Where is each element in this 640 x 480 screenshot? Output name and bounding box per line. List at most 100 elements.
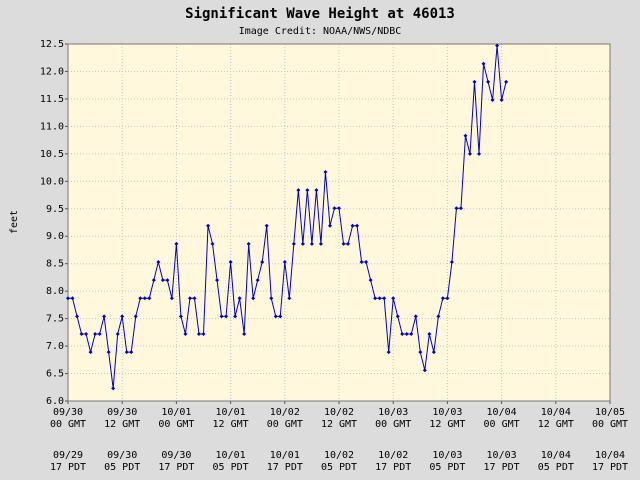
- x-tick-label: 12 GMT: [538, 419, 574, 430]
- data-point: [318, 241, 323, 246]
- x-tick-label: 05 PDT: [321, 462, 357, 473]
- x-tick-label: 05 PDT: [429, 462, 465, 473]
- data-point: [463, 133, 468, 138]
- data-point: [169, 296, 174, 301]
- x-tick-label: 10/01: [216, 450, 246, 461]
- data-point: [314, 188, 319, 193]
- data-point: [477, 151, 482, 156]
- x-tick-label: 10/04: [541, 450, 571, 461]
- data-point: [102, 314, 107, 319]
- x-tick-label: 05 PDT: [104, 462, 140, 473]
- x-tick-label: 17 PDT: [50, 462, 86, 473]
- x-tick-label: 00 GMT: [158, 419, 194, 430]
- y-tick-label: 12.5: [40, 39, 64, 50]
- x-tick-label: 00 GMT: [592, 419, 628, 430]
- y-tick-label: 9.0: [46, 231, 64, 242]
- data-point: [300, 241, 305, 246]
- data-point: [201, 331, 206, 336]
- data-point: [251, 296, 256, 301]
- plot-border: [67, 43, 611, 402]
- data-point: [504, 79, 509, 84]
- data-point: [499, 98, 504, 103]
- x-tick-label: 10/03: [432, 450, 462, 461]
- data-point: [495, 43, 500, 48]
- data-point: [350, 223, 355, 228]
- y-tick-label: 11.0: [40, 121, 64, 132]
- data-point: [219, 314, 224, 319]
- data-point: [282, 260, 287, 265]
- data-point: [355, 223, 360, 228]
- data-point: [79, 331, 84, 336]
- y-tick-label: 11.5: [40, 94, 64, 105]
- y-tick-label: 10.5: [40, 149, 64, 160]
- data-point: [124, 350, 129, 355]
- data-point: [138, 296, 143, 301]
- x-tick-label: 09/30: [107, 407, 137, 418]
- data-point: [382, 296, 387, 301]
- data-point: [445, 296, 450, 301]
- x-tick-label: 00 GMT: [484, 419, 520, 430]
- y-tick-label: 8.5: [46, 259, 64, 270]
- data-point: [278, 314, 283, 319]
- data-point: [151, 278, 156, 283]
- x-tick-label: 17 PDT: [375, 462, 411, 473]
- data-point: [156, 260, 161, 265]
- data-point: [395, 314, 400, 319]
- data-point: [427, 331, 432, 336]
- data-point: [323, 169, 328, 174]
- data-point: [228, 260, 233, 265]
- x-tick-label: 09/30: [53, 407, 83, 418]
- chart-title: Significant Wave Height at 46013: [185, 6, 455, 22]
- data-point: [142, 296, 147, 301]
- data-point: [436, 314, 441, 319]
- x-tick-label: 10/05: [595, 407, 625, 418]
- x-tick-label: 10/01: [270, 450, 300, 461]
- data-point: [84, 331, 89, 336]
- data-point: [341, 241, 346, 246]
- x-tick-label: 10/04: [487, 407, 517, 418]
- data-point: [287, 296, 292, 301]
- data-point: [409, 331, 414, 336]
- x-tick-label: 10/04: [595, 450, 625, 461]
- data-point: [481, 61, 486, 66]
- data-point: [147, 296, 152, 301]
- data-point: [206, 223, 211, 228]
- data-point: [224, 314, 229, 319]
- data-point: [418, 350, 423, 355]
- x-tick-label: 17 PDT: [158, 462, 194, 473]
- data-point: [255, 278, 260, 283]
- data-point: [431, 350, 436, 355]
- data-point: [75, 314, 80, 319]
- data-point: [115, 331, 120, 336]
- data-point: [233, 314, 238, 319]
- data-point: [70, 296, 75, 301]
- data-point: [454, 206, 459, 211]
- data-point: [332, 206, 337, 211]
- data-point: [120, 314, 125, 319]
- x-tick-label: 09/30: [161, 450, 191, 461]
- data-point: [106, 350, 111, 355]
- data-point: [400, 331, 405, 336]
- data-point: [111, 386, 116, 391]
- data-point: [309, 241, 314, 246]
- x-tick-label: 10/02: [324, 407, 354, 418]
- x-tick-label: 12 GMT: [429, 419, 465, 430]
- data-point: [404, 331, 409, 336]
- x-tick-label: 05 PDT: [538, 462, 574, 473]
- data-point: [458, 206, 463, 211]
- data-point: [246, 241, 251, 246]
- x-tick-label: 12 GMT: [104, 419, 140, 430]
- data-point: [346, 241, 351, 246]
- x-tick-label: 12 GMT: [213, 419, 249, 430]
- data-point: [187, 296, 192, 301]
- data-point: [291, 241, 296, 246]
- x-tick-label: 12 GMT: [321, 419, 357, 430]
- y-tick-label: 7.5: [46, 314, 64, 325]
- x-tick-label: 17 PDT: [484, 462, 520, 473]
- data-point: [472, 79, 477, 84]
- x-tick-label: 09/30: [107, 450, 137, 461]
- x-tick-label: 17 PDT: [592, 462, 628, 473]
- chart-subtitle: Image Credit: NOAA/NWS/NDBC: [239, 26, 402, 37]
- data-point: [368, 278, 373, 283]
- data-point: [377, 296, 382, 301]
